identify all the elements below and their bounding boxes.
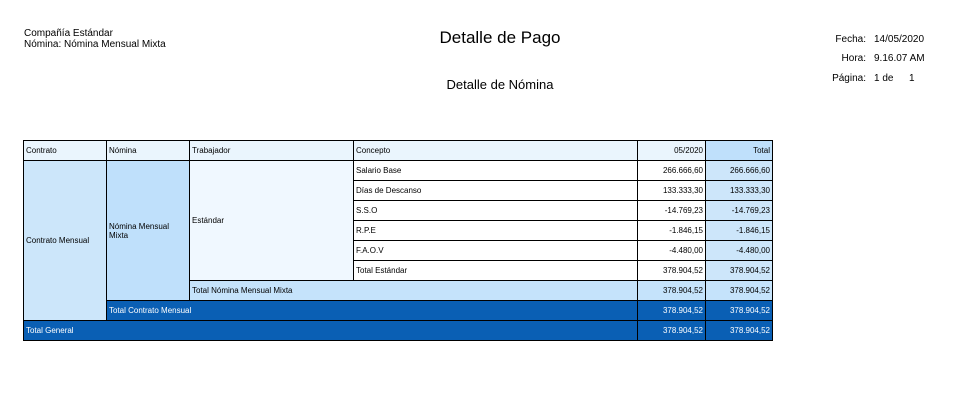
worker: Estándar	[189, 160, 354, 281]
contract: Contrato Mensual	[23, 160, 107, 321]
payroll-line: Nómina: Nómina Mensual Mixta	[24, 39, 166, 50]
column-header: Concepto	[353, 140, 638, 161]
concept-name: Días de Descanso	[353, 180, 638, 201]
payment-table: Contrato Nómina Trabajador Concepto 05/2…	[23, 140, 773, 341]
worker-total-total: 378.904,52	[705, 260, 773, 281]
page-total: 1	[909, 73, 915, 84]
concept-total: -14.769,23	[705, 200, 773, 221]
date-label: Fecha:	[835, 34, 866, 45]
worker-total-period: 378.904,52	[637, 260, 706, 281]
column-header: Total	[705, 140, 773, 161]
payroll-total-total: 378.904,52	[705, 280, 773, 301]
concept-total: -4.480,00	[705, 240, 773, 261]
grand-total-period: 378.904,52	[637, 320, 706, 341]
column-header: Nómina	[106, 140, 190, 161]
concept-total: 266.666,60	[705, 160, 773, 181]
company: Compañía Estándar	[24, 28, 113, 39]
grand-total-label: Total General	[23, 320, 638, 341]
concept-period: -4.480,00	[637, 240, 706, 261]
concept-period: 266.666,60	[637, 160, 706, 181]
concept-name: R.P.E	[353, 220, 638, 241]
concept-period: -1.846,15	[637, 220, 706, 241]
title: Detalle de Pago	[439, 28, 561, 47]
concept-total: -1.846,15	[705, 220, 773, 241]
column-header: Trabajador	[189, 140, 354, 161]
payroll: Nómina Mensual Mixta	[106, 160, 190, 301]
date: 14/05/2020	[874, 34, 925, 45]
column-header: Contrato	[23, 140, 107, 161]
payroll-total-label: Total Nómina Mensual Mixta	[189, 280, 638, 301]
concept-name: F.A.O.V	[353, 240, 638, 261]
concept-total: 133.333,30	[705, 180, 773, 201]
contract-total-total: 378.904,52	[705, 300, 773, 321]
worker-total-label: Total Estándar	[353, 260, 638, 281]
page-number: 1 de	[874, 73, 894, 84]
concept-period: 133.333,30	[637, 180, 706, 201]
contract-total-period: 378.904,52	[637, 300, 706, 321]
page-label: Página:	[832, 73, 866, 84]
concept-period: -14.769,23	[637, 200, 706, 221]
contract-total-label: Total Contrato Mensual	[106, 300, 638, 321]
payroll-total-period: 378.904,52	[637, 280, 706, 301]
subtitle: Detalle de Nómina	[446, 77, 554, 92]
concept-name: S.S.O	[353, 200, 638, 221]
grand-total-total: 378.904,52	[705, 320, 773, 341]
column-header: 05/2020	[637, 140, 706, 161]
concept-name: Salario Base	[353, 160, 638, 181]
time-label: Hora:	[841, 53, 866, 64]
time: 9.16.07 AM	[874, 53, 925, 64]
